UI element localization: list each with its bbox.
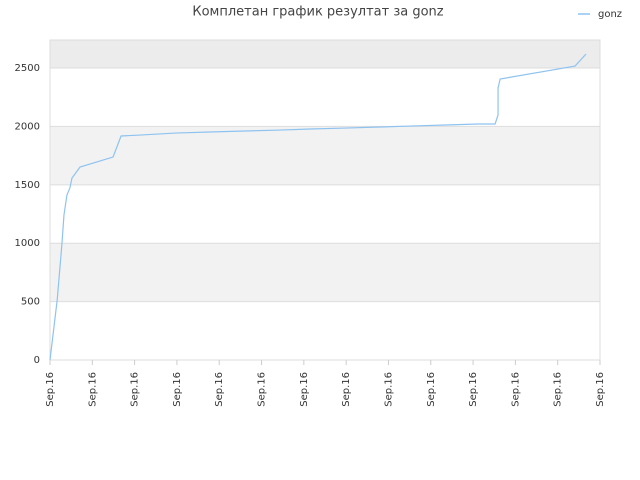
- legend-label: gonz: [598, 9, 622, 20]
- grid-band: [50, 243, 600, 302]
- x-tick-label: Sep.16: [299, 372, 310, 407]
- x-tick-label: Sep.16: [257, 372, 268, 407]
- grid-band: [50, 126, 600, 185]
- plot-border: [49, 39, 601, 361]
- x-tick-label: Sep.16: [87, 372, 98, 407]
- x-tick-label: Sep.16: [341, 372, 352, 407]
- x-tick-label: Sep.16: [426, 372, 437, 407]
- y-tick-label: 2500: [15, 63, 40, 74]
- x-tick-label: Sep.16: [383, 372, 394, 407]
- x-tick-label: Sep.16: [468, 372, 479, 407]
- x-tick-label: Sep.16: [510, 372, 521, 407]
- y-tick-label: 2000: [15, 121, 40, 132]
- x-tick-label: Sep.16: [45, 372, 56, 407]
- y-tick-label: 1000: [15, 238, 40, 249]
- y-tick-label: 500: [21, 297, 40, 308]
- x-tick-label: Sep.16: [130, 372, 141, 407]
- x-tick-label: Sep.16: [595, 372, 606, 407]
- y-tick-label: 1500: [15, 180, 40, 191]
- line-series: [49, 53, 587, 361]
- x-tick-label: Sep.16: [172, 372, 183, 407]
- chart-title: Комплетан график резултат за gonz: [192, 5, 443, 20]
- grid-band: [50, 40, 600, 69]
- x-tick-label: Sep.16: [553, 372, 564, 407]
- y-tick-label: 0: [34, 355, 40, 366]
- x-tick-label: Sep.16: [214, 372, 225, 407]
